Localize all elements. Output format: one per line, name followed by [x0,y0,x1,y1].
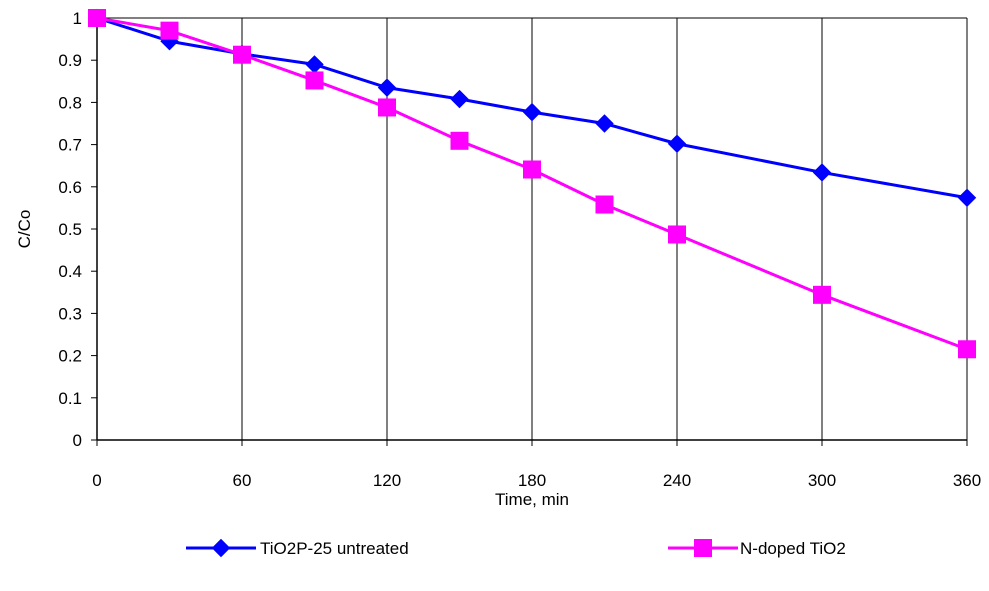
data-point [450,131,469,150]
y-tick-labels: 0 0.1 0.2 0.3 0.4 0.5 0.6 0.7 0.8 0.9 1 [58,9,82,450]
data-point [958,340,976,359]
data-point [522,102,542,122]
y-tick-label: 0.9 [58,51,82,70]
data-point [667,134,687,153]
x-tick-label: 60 [233,471,252,490]
x-tick-label: 360 [953,471,981,490]
legend-item: N-doped TiO2 [668,539,846,558]
y-tick-label: 0.3 [58,304,82,323]
data-point [595,114,614,133]
data-point [812,163,832,182]
data-point [233,45,251,64]
y-tick-label: 0.6 [58,178,82,197]
data-point [305,71,324,90]
data-point [668,225,686,244]
data-point [377,78,397,97]
y-tick-label: 0.1 [58,389,82,408]
legend-label: N-doped TiO2 [740,539,846,558]
legend-marker [694,539,712,557]
x-tick-label: 180 [518,471,546,490]
series-2 [88,9,976,359]
y-tick-label: 0.2 [58,347,82,366]
y-tick-label: 0.8 [58,93,82,112]
y-tick-label: 0 [73,431,82,450]
y-tick-label: 0.4 [58,262,82,281]
y-tick-label: 0.5 [58,220,82,239]
legend-item: TiO2P-25 untreated [186,538,409,558]
data-point [957,188,977,207]
legend-marker [211,538,231,558]
data-point [450,89,469,109]
data-point [813,285,831,304]
data-point [378,98,396,117]
x-tick-label: 240 [663,471,691,490]
x-tick-label: 0 [92,471,101,490]
x-tick-label: 120 [373,471,401,490]
x-tick-label: 300 [808,471,836,490]
y-tick-label: 0.7 [58,136,82,155]
axes [91,17,968,446]
data-point [160,21,179,40]
data-point [595,195,614,214]
legend-label: TiO2P-25 untreated [260,539,409,558]
data-point [523,160,541,179]
x-tick-labels: 0 60 120 180 240 300 360 [92,471,981,490]
y-tick-label: 1 [73,9,82,28]
x-axis-title: Time, min [495,490,569,509]
legend: TiO2P-25 untreated N-doped TiO2 [186,538,846,558]
series-layer [87,8,977,359]
y-axis-title: C/Co [15,210,34,249]
data-point [88,9,106,27]
